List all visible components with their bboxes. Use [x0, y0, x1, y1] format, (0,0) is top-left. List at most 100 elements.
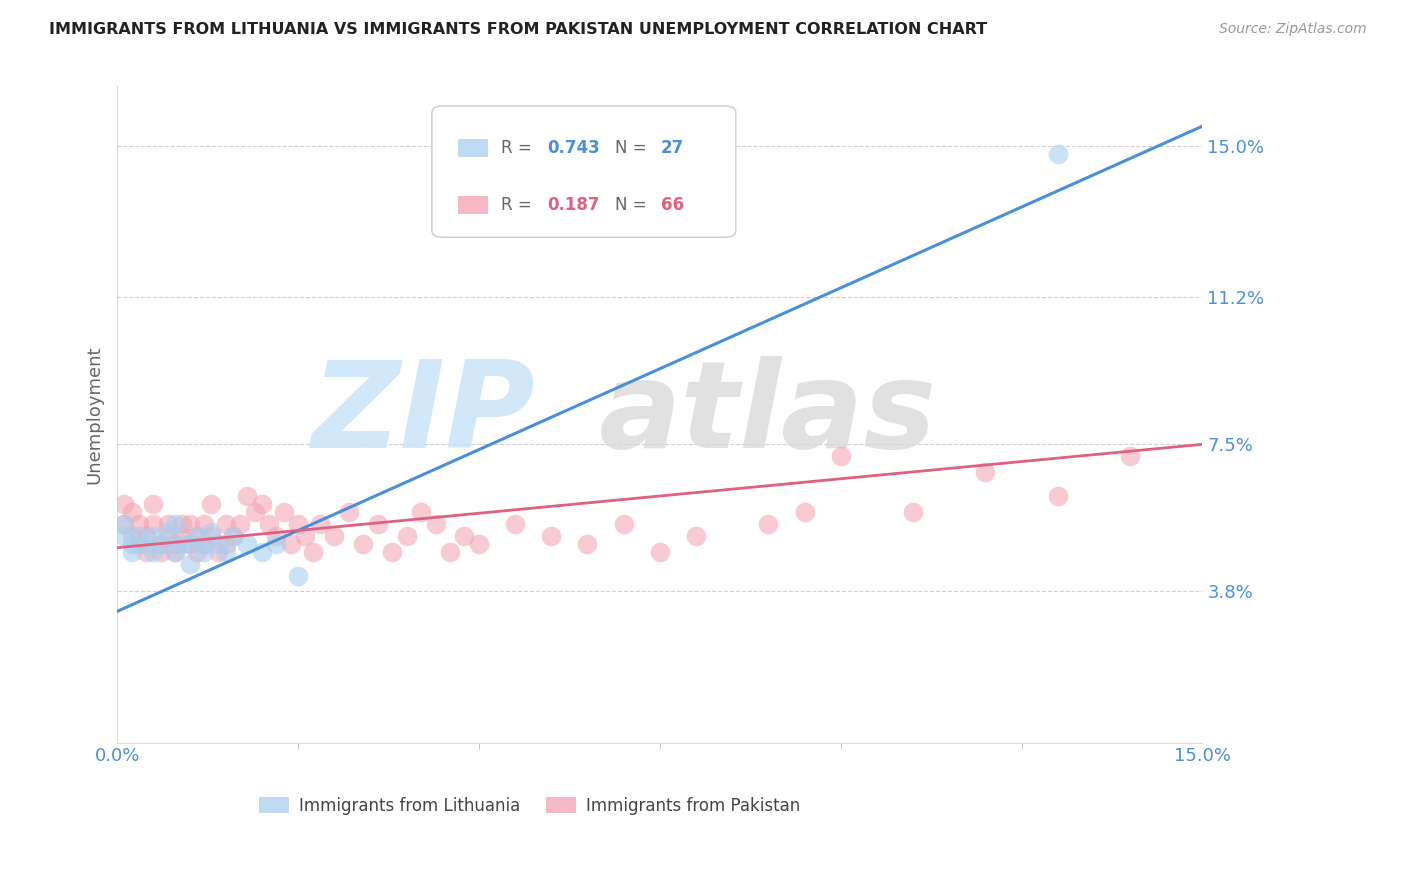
Point: [112, 516, 135, 531]
Point: [121, 544, 143, 558]
Point: [156, 524, 179, 539]
Point: [193, 537, 215, 551]
Text: 0.187: 0.187: [547, 195, 599, 214]
Point: [112, 516, 135, 531]
Text: N =: N =: [616, 195, 652, 214]
Text: Source: ZipAtlas.com: Source: ZipAtlas.com: [1219, 22, 1367, 37]
Point: [193, 516, 215, 531]
Point: [229, 516, 252, 531]
Point: [200, 497, 222, 511]
Point: [128, 516, 150, 531]
Text: 0.743: 0.743: [547, 139, 600, 157]
Point: [215, 516, 238, 531]
Point: [121, 529, 143, 543]
Point: [172, 529, 194, 543]
Point: [186, 529, 208, 543]
Point: [156, 516, 179, 531]
Point: [901, 505, 924, 519]
Point: [165, 544, 187, 558]
Legend: Immigrants from Lithuania, Immigrants from Pakistan: Immigrants from Lithuania, Immigrants fr…: [253, 790, 807, 822]
Point: [1119, 449, 1142, 463]
Point: [503, 516, 526, 531]
Point: [685, 529, 707, 543]
Point: [756, 516, 779, 531]
Point: [301, 544, 323, 558]
Point: [207, 537, 229, 551]
Point: [576, 537, 599, 551]
Point: [830, 449, 852, 463]
FancyBboxPatch shape: [432, 106, 735, 237]
Point: [395, 529, 418, 543]
Point: [613, 516, 636, 531]
Point: [193, 544, 215, 558]
Point: [215, 544, 238, 558]
Point: [112, 529, 135, 543]
Point: [294, 529, 316, 543]
Point: [250, 544, 273, 558]
Point: [142, 529, 165, 543]
Point: [135, 529, 157, 543]
Point: [207, 544, 229, 558]
Point: [425, 516, 447, 531]
Point: [179, 557, 201, 571]
Point: [323, 529, 346, 543]
Point: [121, 505, 143, 519]
Point: [236, 489, 259, 503]
Text: IMMIGRANTS FROM LITHUANIA VS IMMIGRANTS FROM PAKISTAN UNEMPLOYMENT CORRELATION C: IMMIGRANTS FROM LITHUANIA VS IMMIGRANTS …: [49, 22, 987, 37]
Point: [135, 537, 157, 551]
Point: [156, 529, 179, 543]
Point: [165, 544, 187, 558]
Point: [186, 544, 208, 558]
Text: N =: N =: [616, 139, 652, 157]
Point: [974, 465, 997, 479]
Point: [250, 497, 273, 511]
Text: R =: R =: [502, 139, 537, 157]
Point: [367, 516, 389, 531]
Point: [179, 537, 201, 551]
Point: [273, 505, 295, 519]
Point: [149, 544, 172, 558]
Point: [439, 544, 461, 558]
Point: [135, 544, 157, 558]
Point: [1046, 147, 1069, 161]
Bar: [458, 195, 488, 214]
Point: [1046, 489, 1069, 503]
Point: [112, 497, 135, 511]
Point: [186, 529, 208, 543]
Point: [128, 529, 150, 543]
Point: [381, 544, 404, 558]
Point: [257, 516, 280, 531]
Point: [468, 537, 491, 551]
Text: atlas: atlas: [599, 356, 938, 473]
Point: [179, 537, 201, 551]
Point: [200, 524, 222, 539]
Point: [409, 505, 432, 519]
Point: [179, 516, 201, 531]
Point: [165, 516, 187, 531]
Point: [121, 537, 143, 551]
Point: [540, 529, 562, 543]
Point: [453, 529, 475, 543]
Point: [200, 529, 222, 543]
Point: [222, 529, 245, 543]
Point: [266, 537, 288, 551]
Point: [165, 537, 187, 551]
Point: [142, 497, 165, 511]
Text: 27: 27: [661, 139, 685, 157]
Point: [266, 529, 288, 543]
Point: [172, 537, 194, 551]
Point: [149, 537, 172, 551]
Point: [648, 544, 671, 558]
Point: [236, 537, 259, 551]
Point: [149, 537, 172, 551]
Text: 66: 66: [661, 195, 683, 214]
Point: [308, 516, 330, 531]
Point: [280, 537, 302, 551]
Point: [142, 516, 165, 531]
Point: [222, 529, 245, 543]
Point: [215, 537, 238, 551]
Text: R =: R =: [502, 195, 537, 214]
Point: [352, 537, 374, 551]
Bar: [458, 139, 488, 157]
Point: [793, 505, 815, 519]
